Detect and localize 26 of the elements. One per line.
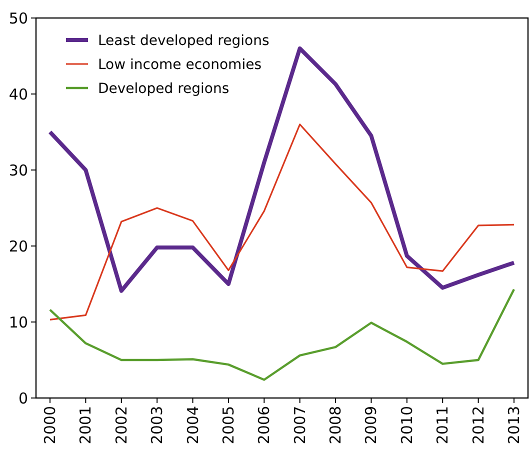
x-tick-label: 2004 — [184, 406, 202, 444]
y-tick-label: 10 — [8, 313, 28, 332]
x-tick-label: 2001 — [76, 406, 95, 444]
legend-label: Least developed regions — [98, 32, 270, 49]
x-tick-label: 2007 — [290, 406, 309, 444]
legend-label: Developed regions — [98, 80, 230, 97]
line-series — [48, 46, 516, 293]
y-tick-label: 50 — [8, 9, 28, 28]
line-series — [49, 124, 515, 321]
x-tick-label: 2008 — [326, 406, 345, 444]
line-series — [48, 288, 516, 381]
y-tick-label: 30 — [8, 161, 28, 180]
x-tick-label: 2013 — [505, 406, 523, 444]
y-tick-label: 20 — [8, 237, 28, 256]
x-tick-label: 2011 — [434, 406, 452, 444]
x-tick-label: 2003 — [148, 406, 166, 444]
x-tick-label: 2009 — [362, 406, 380, 444]
x-tick-label: 2010 — [398, 406, 416, 444]
x-tick-label: 2002 — [112, 406, 130, 444]
x-tick-label: 2000 — [41, 406, 59, 444]
x-tick-label: 2005 — [219, 406, 238, 444]
y-tick-label: 40 — [8, 85, 28, 104]
legend-label: Low income economies — [98, 56, 262, 73]
y-tick-label: 0 — [18, 389, 28, 408]
x-tick-label: 2006 — [255, 406, 274, 444]
x-tick-label: 2012 — [469, 406, 488, 444]
